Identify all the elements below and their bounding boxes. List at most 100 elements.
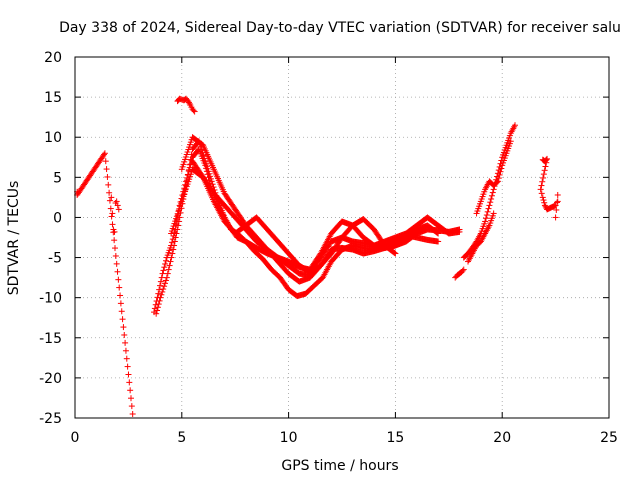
data-point xyxy=(176,214,183,221)
data-point-interp xyxy=(157,278,164,285)
data-point xyxy=(155,290,162,297)
data-point-interp xyxy=(487,199,494,206)
data-point-interp xyxy=(209,181,216,188)
data-point-interp xyxy=(541,199,548,206)
data-point xyxy=(108,194,115,201)
y-tick-label: -25 xyxy=(39,411,62,427)
data-point-interp xyxy=(200,152,207,159)
data-point xyxy=(153,310,160,317)
data-point-interp xyxy=(482,215,489,222)
data-point xyxy=(111,228,118,235)
data-point-interp xyxy=(117,300,124,307)
data-point-interp xyxy=(186,161,193,168)
data-point-interp xyxy=(167,258,174,265)
data-marks xyxy=(74,95,561,417)
data-point-interp xyxy=(124,363,131,370)
data-point xyxy=(113,198,120,205)
y-tick-label: 10 xyxy=(44,130,62,146)
data-point-interp xyxy=(103,166,110,173)
data-point-interp xyxy=(168,239,175,246)
y-tick-label: -10 xyxy=(39,291,62,307)
data-point-interp xyxy=(162,257,169,264)
data-point xyxy=(170,246,177,253)
data-point-interp xyxy=(168,254,175,261)
x-tick-label: 25 xyxy=(600,430,618,446)
x-tick-label: 0 xyxy=(71,430,80,446)
y-tick-label: -5 xyxy=(48,251,62,267)
data-point-interp xyxy=(117,292,124,299)
data-point xyxy=(537,186,544,193)
data-point-interp xyxy=(119,316,126,323)
data-point-interp xyxy=(165,266,172,273)
data-point-interp xyxy=(207,175,214,182)
y-tick-label: -15 xyxy=(39,331,62,347)
data-point-interp xyxy=(159,288,166,295)
data-point-interp xyxy=(156,286,163,293)
data-point xyxy=(109,210,116,217)
data-point-interp xyxy=(155,301,162,308)
data-point xyxy=(114,202,121,209)
x-tick-label: 10 xyxy=(280,430,298,446)
data-point-interp xyxy=(538,182,545,189)
data-point xyxy=(202,158,209,165)
data-point-interp xyxy=(106,197,113,204)
data-point-interp xyxy=(127,387,134,394)
data-point-interp xyxy=(539,178,546,185)
data-point-interp xyxy=(154,307,161,314)
data-point xyxy=(539,194,546,201)
data-point-interp xyxy=(102,158,109,165)
data-point-interp xyxy=(111,237,118,244)
data-point-interp xyxy=(207,173,214,180)
data-point-interp xyxy=(161,264,168,271)
data-point-interp xyxy=(125,371,132,378)
data-point-interp xyxy=(161,283,168,290)
data-point-interp xyxy=(391,249,398,256)
x-tick-label: 15 xyxy=(386,430,404,446)
data-point-interp xyxy=(120,324,127,331)
data-point-interp xyxy=(109,221,116,228)
data-point-interp xyxy=(162,260,169,267)
tick-labels: 0 5 10 15 20 25 -25 -20 -15 -10 -5 0 5 10 15 20 xyxy=(39,50,618,446)
data-point-interp xyxy=(164,270,171,277)
data-point-interp xyxy=(173,230,180,237)
data-point-interp xyxy=(123,355,130,362)
data-point-interp xyxy=(171,238,178,245)
data-point-interp xyxy=(112,245,119,252)
data-point-interp xyxy=(116,284,123,291)
data-point-interp xyxy=(122,347,129,354)
data-point xyxy=(157,294,164,301)
x-tick-label: 20 xyxy=(493,430,511,446)
data-point-interp xyxy=(203,160,210,167)
data-point-interp xyxy=(541,167,548,174)
data-point xyxy=(554,191,561,198)
data-point xyxy=(191,108,198,115)
data-point-interp xyxy=(160,286,167,293)
data-point-interp xyxy=(485,205,492,212)
data-point-interp xyxy=(488,195,495,202)
data-point-interp xyxy=(203,163,210,170)
y-tick-label: 20 xyxy=(44,50,62,66)
data-point xyxy=(163,274,170,281)
data-point-interp xyxy=(108,213,115,220)
data-point xyxy=(115,206,122,213)
data-point-interp xyxy=(121,331,128,338)
y-tick-label: 5 xyxy=(53,170,62,186)
data-point-interp xyxy=(156,297,163,304)
data-point-interp xyxy=(126,379,133,386)
data-point-interp xyxy=(538,190,545,197)
data-point-interp xyxy=(162,277,169,284)
data-point-interp xyxy=(113,260,120,267)
data-point-interp xyxy=(483,212,490,219)
data-point-interp xyxy=(157,282,164,289)
data-point-interp xyxy=(489,189,496,196)
data-point xyxy=(185,98,192,105)
data-point xyxy=(101,150,108,157)
data-point xyxy=(486,202,493,209)
data-point-interp xyxy=(484,208,491,215)
data-point-interp xyxy=(171,242,178,249)
data-point-interp xyxy=(114,268,121,275)
data-point-interp xyxy=(104,173,111,180)
x-tick-label: 5 xyxy=(177,430,186,446)
data-point-interp xyxy=(112,252,119,259)
